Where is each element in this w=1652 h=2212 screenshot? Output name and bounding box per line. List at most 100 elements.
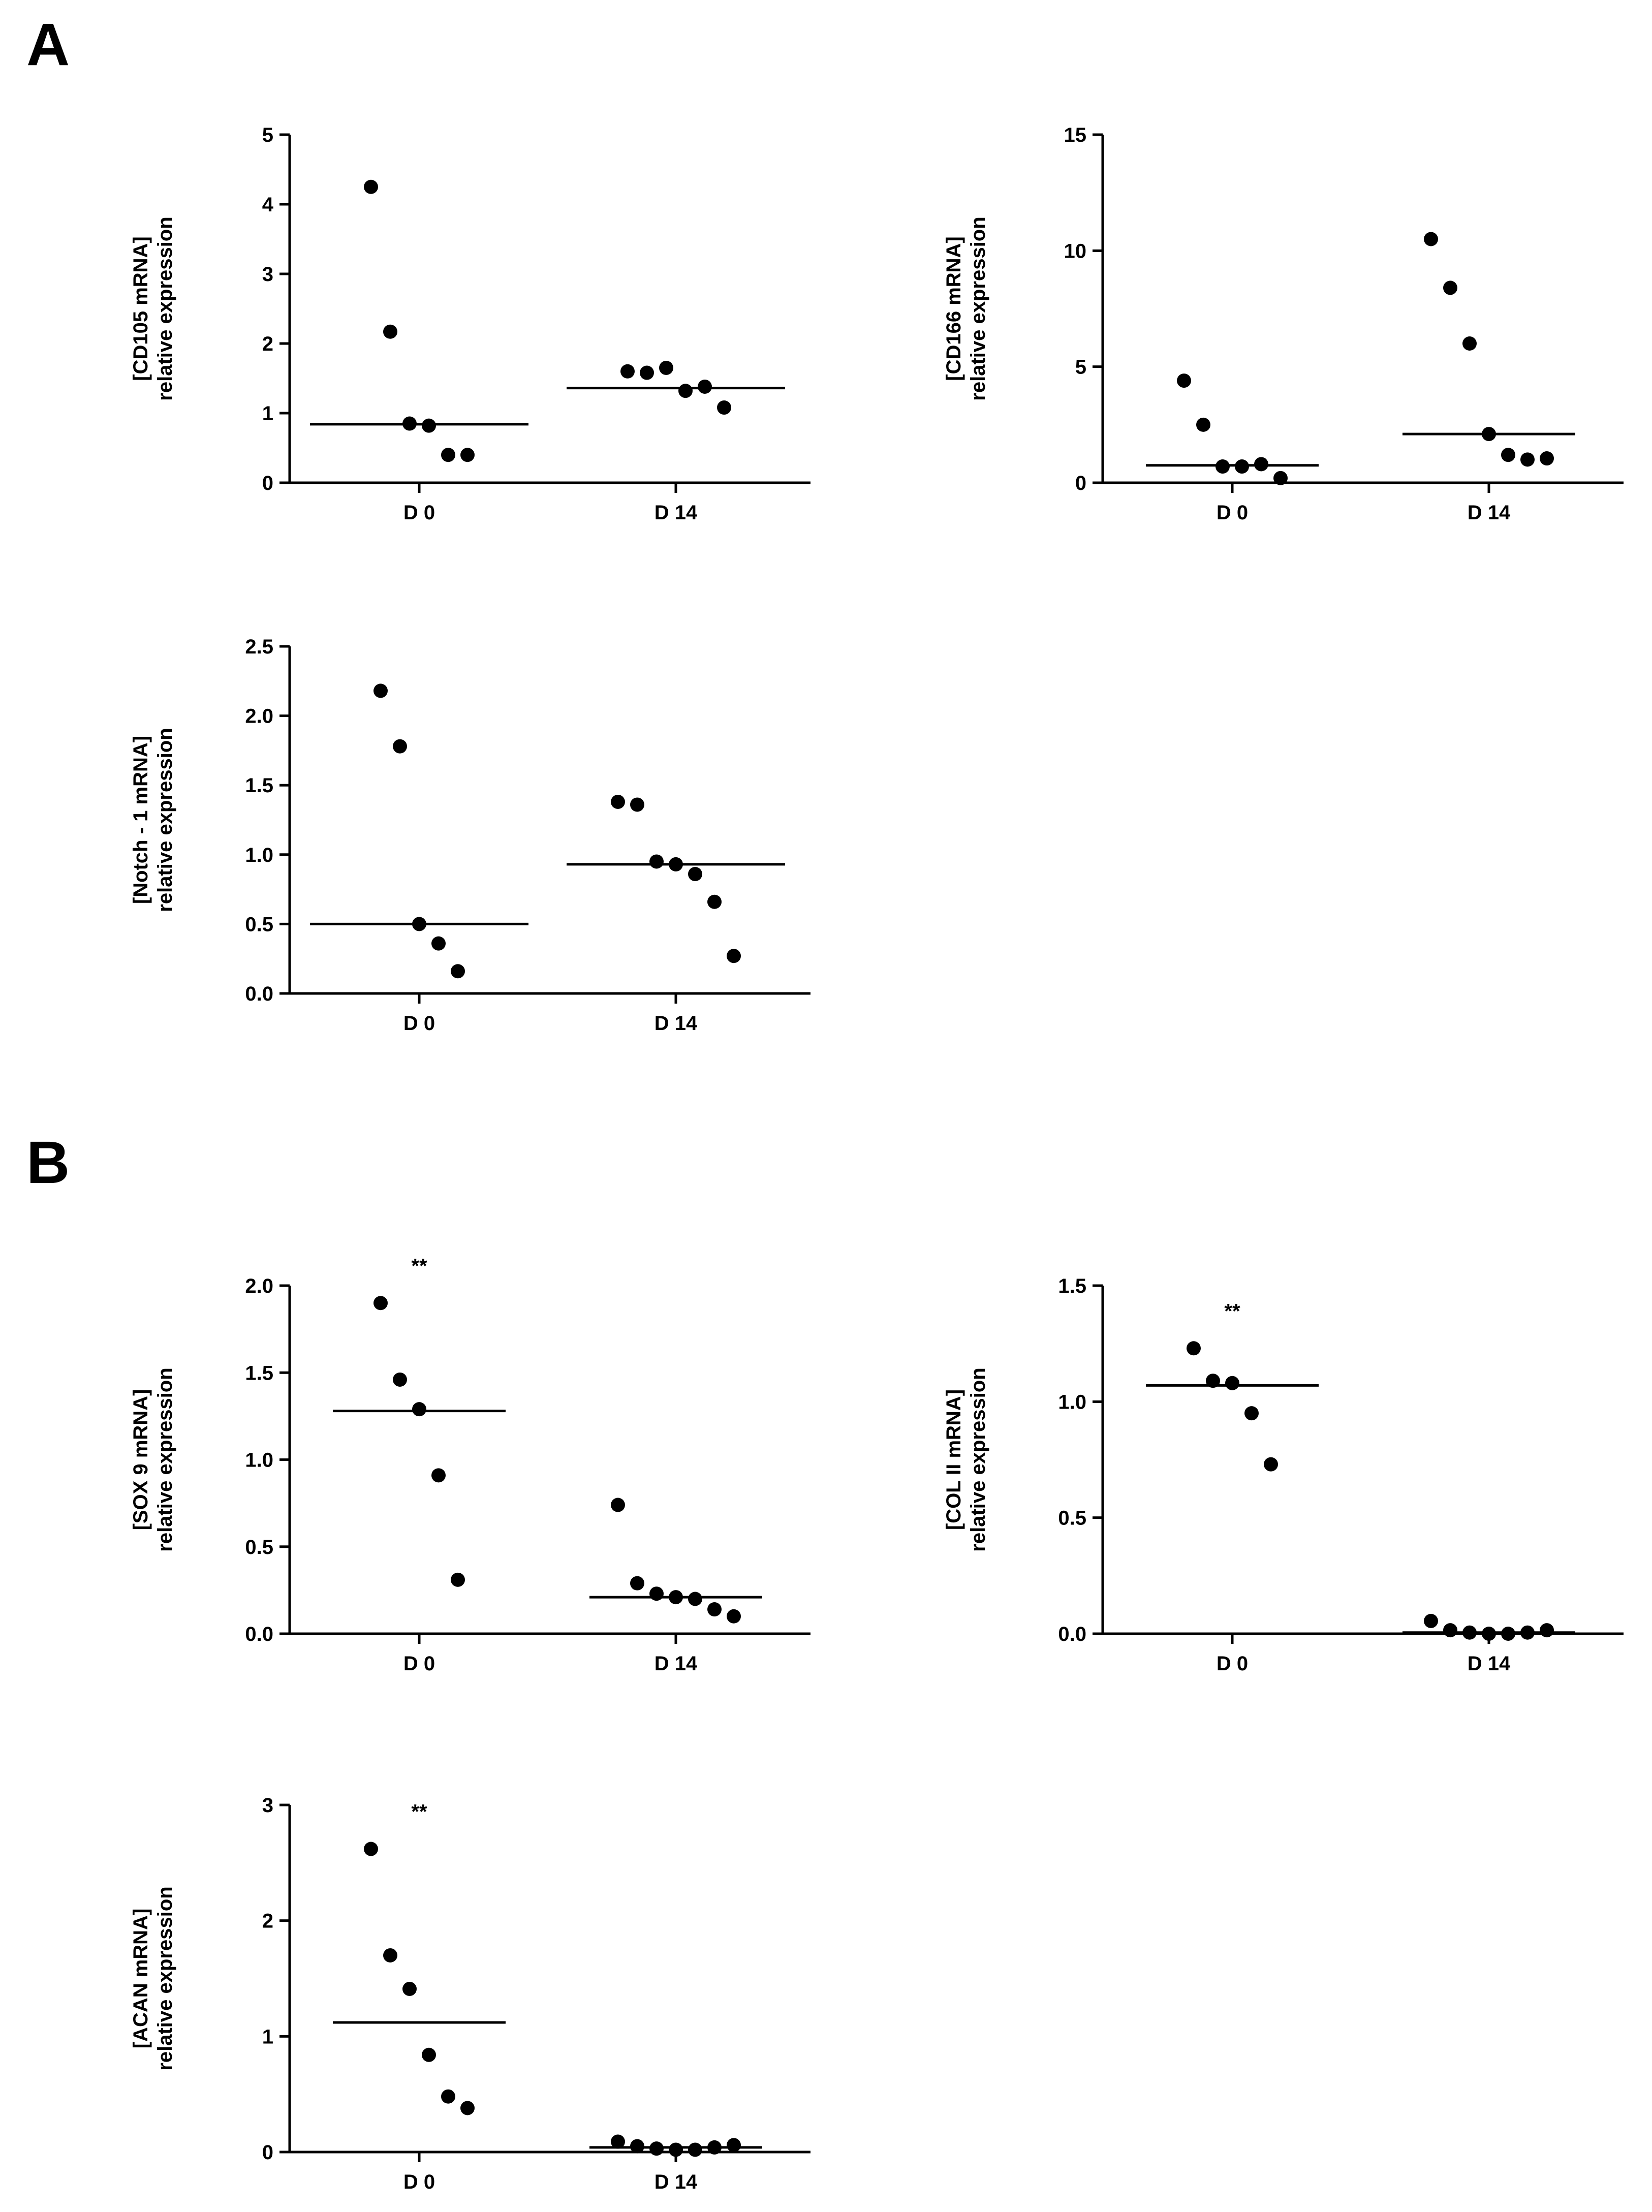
data-point bbox=[460, 2101, 475, 2115]
y-tick-label: 0 bbox=[1075, 472, 1086, 494]
data-point bbox=[611, 794, 625, 809]
y-axis-title-line1: [CD166 mRNA] bbox=[943, 236, 965, 381]
data-point bbox=[620, 364, 635, 379]
y-axis-title-line1: [Notch - 1 mRNA] bbox=[130, 736, 152, 904]
data-point bbox=[688, 2142, 702, 2157]
data-point bbox=[649, 854, 664, 869]
data-point bbox=[1225, 1376, 1239, 1390]
y-tick-label: 0.5 bbox=[245, 913, 273, 936]
y-tick-label: 1.0 bbox=[245, 1449, 273, 1472]
data-point bbox=[630, 1576, 644, 1591]
data-point bbox=[441, 2089, 455, 2104]
y-tick-label: 0 bbox=[262, 2141, 273, 2164]
y-tick-label: 5 bbox=[262, 124, 273, 146]
data-point bbox=[1520, 452, 1535, 467]
data-point bbox=[611, 2134, 625, 2149]
data-point bbox=[1264, 1457, 1278, 1472]
x-category-label: D 14 bbox=[654, 2171, 698, 2193]
data-point bbox=[1273, 471, 1288, 485]
y-axis-title: [COL II mRNA] relative expression bbox=[943, 1367, 989, 1551]
y-tick-label: 10 bbox=[1064, 240, 1087, 262]
data-point bbox=[649, 1586, 664, 1601]
data-point bbox=[659, 360, 673, 375]
x-category-label: D 14 bbox=[1468, 502, 1511, 524]
data-point bbox=[364, 179, 378, 194]
data-point bbox=[707, 894, 722, 909]
y-axis-title: [SOX 9 mRNA] relative expression bbox=[130, 1367, 176, 1551]
x-category-label: D 0 bbox=[403, 2171, 435, 2193]
y-tick-label: 2 bbox=[262, 333, 273, 355]
data-point bbox=[698, 379, 712, 394]
y-axis-title-line2: relative expression bbox=[154, 728, 176, 912]
data-point bbox=[727, 949, 741, 963]
significance-marker: ** bbox=[1224, 1300, 1240, 1322]
data-point bbox=[1424, 1613, 1438, 1628]
y-tick-label: 4 bbox=[262, 194, 274, 216]
y-tick-label: 1.0 bbox=[1058, 1391, 1086, 1413]
data-point bbox=[402, 1981, 417, 1996]
data-point bbox=[431, 936, 446, 951]
y-tick-label: 0.5 bbox=[245, 1536, 273, 1559]
x-category-label: D 0 bbox=[1217, 1653, 1248, 1675]
y-axis-title-line2: relative expression bbox=[154, 216, 176, 400]
y-axis-title-line1: [CD105 mRNA] bbox=[130, 236, 152, 381]
data-point bbox=[1462, 336, 1477, 351]
chart-col2: 0.0 0.5 1.0 1.5 D 0 D 14 [COL II mRNA] relative… bbox=[943, 1275, 1624, 1675]
y-tick-label: 1 bbox=[262, 2026, 273, 2048]
y-tick-label: 1.5 bbox=[245, 1362, 273, 1384]
significance-marker: ** bbox=[411, 1801, 427, 1823]
data-point bbox=[669, 2142, 683, 2157]
y-axis-title-line2: relative expression bbox=[154, 1886, 176, 2070]
y-axis-title-line2: relative expression bbox=[967, 216, 989, 400]
data-point bbox=[630, 797, 644, 812]
x-category-label: D 14 bbox=[1468, 1653, 1511, 1675]
data-point bbox=[707, 1602, 722, 1617]
data-point bbox=[1196, 417, 1210, 432]
data-point bbox=[727, 1609, 741, 1624]
data-point bbox=[364, 1842, 378, 1856]
x-category-label: D 14 bbox=[654, 1653, 698, 1675]
y-tick-label: 15 bbox=[1064, 124, 1087, 146]
y-tick-label: 0 bbox=[262, 472, 273, 494]
y-axis-title: [Notch - 1 mRNA] relative expression bbox=[130, 728, 176, 912]
data-point bbox=[383, 324, 397, 339]
data-point bbox=[1540, 451, 1554, 466]
chart-sox9: 0.0 0.5 1.0 1.5 2.0 D 0 D 14 [SOX 9 mRNA] relati… bbox=[130, 1255, 811, 1675]
y-axis-title: [ACAN mRNA] relative expression bbox=[130, 1886, 176, 2070]
chart-cd105: 0 1 2 3 4 5 D 0 D 14 [CD105 mRNA] relative expres… bbox=[130, 124, 811, 524]
data-point bbox=[1244, 1406, 1259, 1421]
panel-letter-a: A bbox=[26, 11, 70, 78]
x-category-label: D 0 bbox=[403, 1012, 435, 1035]
y-tick-label: 0.5 bbox=[1058, 1507, 1086, 1530]
chart-acan: 0 1 2 3 D 0 D 14 [ACAN mRNA] relative expressio… bbox=[130, 1794, 811, 2193]
data-point bbox=[373, 1296, 388, 1311]
y-tick-label: 1.5 bbox=[245, 774, 273, 797]
y-tick-label: 0.0 bbox=[245, 983, 273, 1005]
data-point bbox=[1443, 1623, 1457, 1638]
y-tick-label: 1.5 bbox=[1058, 1275, 1086, 1297]
y-axis-title-line1: [SOX 9 mRNA] bbox=[130, 1389, 152, 1531]
y-axis-title-line2: relative expression bbox=[154, 1367, 176, 1551]
data-point bbox=[1443, 281, 1457, 295]
y-tick-label: 1.0 bbox=[245, 844, 273, 866]
x-category-label: D 14 bbox=[654, 1012, 698, 1035]
data-point bbox=[1177, 373, 1191, 388]
y-axis-title: [CD166 mRNA] relative expression bbox=[943, 216, 989, 400]
y-tick-label: 0.0 bbox=[1058, 1623, 1086, 1645]
data-point bbox=[460, 448, 475, 462]
data-point bbox=[1540, 1623, 1554, 1638]
data-point bbox=[412, 1402, 426, 1417]
data-point bbox=[451, 1572, 465, 1587]
y-axis-title: [CD105 mRNA] relative expression bbox=[130, 216, 176, 400]
data-point bbox=[688, 867, 702, 882]
y-axis-title-line1: [ACAN mRNA] bbox=[130, 1909, 152, 2049]
y-tick-label: 2.0 bbox=[245, 705, 273, 728]
panel-letter-b: B bbox=[26, 1129, 70, 1196]
x-category-label: D 14 bbox=[654, 502, 698, 524]
x-category-label: D 0 bbox=[403, 502, 435, 524]
data-point bbox=[451, 964, 465, 979]
significance-marker: ** bbox=[411, 1255, 427, 1277]
data-point bbox=[611, 1498, 625, 1512]
chart-notch1: 0.0 0.5 1.0 1.5 2.0 2.5 D 0 D 14 [Notch - 1 mRNA… bbox=[130, 636, 811, 1035]
